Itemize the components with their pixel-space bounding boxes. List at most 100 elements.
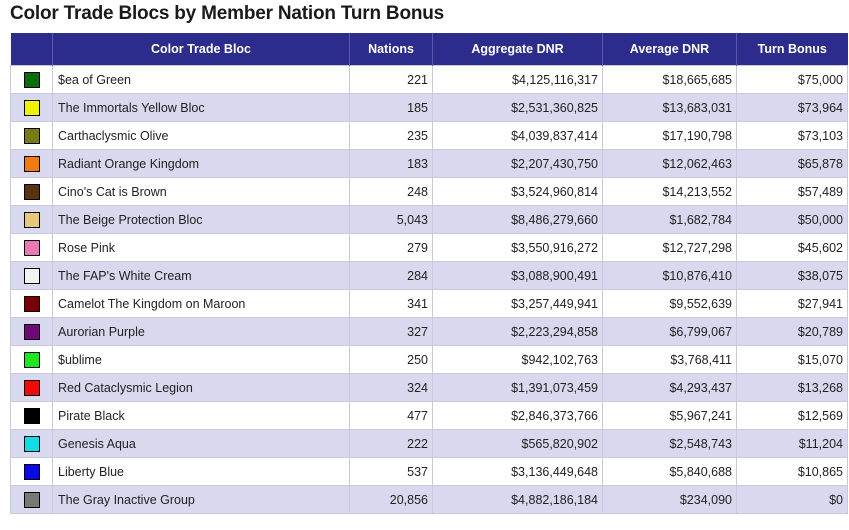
average-dnr: $5,840,688 [602, 457, 737, 486]
average-dnr: $14,213,552 [602, 177, 737, 206]
turn-bonus: $45,602 [736, 233, 848, 262]
color-swatch [23, 239, 40, 256]
bloc-name: $ublime [52, 345, 350, 374]
aggregate-dnr: $8,486,279,660 [432, 205, 603, 234]
table-row: $ea of Green 221 $4,125,116,317 $18,665,685… [10, 65, 848, 94]
nations-count: 324 [349, 373, 433, 402]
average-dnr: $9,552,639 [602, 289, 737, 318]
aggregate-dnr: $3,550,916,272 [432, 233, 603, 262]
average-dnr: $4,293,437 [602, 373, 737, 402]
nations-count: 248 [349, 177, 433, 206]
aggregate-dnr: $2,531,360,825 [432, 93, 603, 122]
turn-bonus: $0 [736, 485, 848, 514]
color-swatch [23, 295, 40, 312]
color-swatch [23, 211, 40, 228]
column-header-swatch [10, 33, 53, 66]
color-swatch-cell [10, 485, 53, 514]
average-dnr: $5,967,241 [602, 401, 737, 430]
average-dnr: $17,190,798 [602, 121, 737, 150]
turn-bonus: $38,075 [736, 261, 848, 290]
table-row: The FAP's White Cream 284 $3,088,900,491 $1… [10, 261, 848, 290]
table-row: Aurorian Purple 327 $2,223,294,858 $6,799,0… [10, 317, 848, 346]
average-dnr: $13,683,031 [602, 93, 737, 122]
color-swatch-cell [10, 317, 53, 346]
turn-bonus: $12,569 [736, 401, 848, 430]
trade-bloc-table: Color Trade Bloc Nations Aggregate DNR A… [10, 33, 848, 514]
aggregate-dnr: $3,136,449,648 [432, 457, 603, 486]
table-row: Radiant Orange Kingdom 183 $2,207,430,750 $… [10, 149, 848, 178]
color-swatch-cell [10, 205, 53, 234]
table-row: The Immortals Yellow Bloc 185 $2,531,360,8… [10, 93, 848, 122]
nations-count: 221 [349, 65, 433, 94]
nations-count: 327 [349, 317, 433, 346]
aggregate-dnr: $1,391,073,459 [432, 373, 603, 402]
bloc-name: The Gray Inactive Group [52, 485, 350, 514]
nations-count: 5,043 [349, 205, 433, 234]
color-swatch [23, 351, 40, 368]
average-dnr: $12,727,298 [602, 233, 737, 262]
table-row: Rose Pink 279 $3,550,916,272 $12,727,298 $45… [10, 233, 848, 262]
column-header-turn-bonus[interactable]: Turn Bonus [736, 33, 848, 66]
table-row: Genesis Aqua 222 $565,820,902 $2,548,743 $11… [10, 429, 848, 458]
bloc-name: Rose Pink [52, 233, 350, 262]
turn-bonus: $15,070 [736, 345, 848, 374]
nations-count: 20,856 [349, 485, 433, 514]
aggregate-dnr: $3,257,449,941 [432, 289, 603, 318]
turn-bonus: $10,865 [736, 457, 848, 486]
average-dnr: $18,665,685 [602, 65, 737, 94]
column-header-nations[interactable]: Nations [349, 33, 433, 66]
color-swatch [23, 491, 40, 508]
bloc-name: Liberty Blue [52, 457, 350, 486]
average-dnr: $2,548,743 [602, 429, 737, 458]
color-swatch [23, 463, 40, 480]
table-header-row: Color Trade Bloc Nations Aggregate DNR A… [10, 33, 848, 66]
aggregate-dnr: $4,882,186,184 [432, 485, 603, 514]
average-dnr: $12,062,463 [602, 149, 737, 178]
color-swatch-cell [10, 457, 53, 486]
turn-bonus: $57,489 [736, 177, 848, 206]
nations-count: 250 [349, 345, 433, 374]
average-dnr: $6,799,067 [602, 317, 737, 346]
aggregate-dnr: $2,223,294,858 [432, 317, 603, 346]
nations-count: 477 [349, 401, 433, 430]
table-row: Pirate Black 477 $2,846,373,766 $5,967,241 $… [10, 401, 848, 430]
bloc-name: Genesis Aqua [52, 429, 350, 458]
color-swatch [23, 267, 40, 284]
bloc-name: The FAP's White Cream [52, 261, 350, 290]
bloc-name: Radiant Orange Kingdom [52, 149, 350, 178]
table-row: Cino's Cat is Brown 248 $3,524,960,814 $14,… [10, 177, 848, 206]
turn-bonus: $13,268 [736, 373, 848, 402]
turn-bonus: $27,941 [736, 289, 848, 318]
turn-bonus: $73,964 [736, 93, 848, 122]
bloc-name: $ea of Green [52, 65, 350, 94]
bloc-name: Red Cataclysmic Legion [52, 373, 350, 402]
table-row: Camelot The Kingdom on Maroon 341 $3,257,4… [10, 289, 848, 318]
column-header-bloc[interactable]: Color Trade Bloc [52, 33, 350, 66]
page-title: Color Trade Blocs by Member Nation Turn … [10, 3, 445, 24]
nations-count: 185 [349, 93, 433, 122]
average-dnr: $10,876,410 [602, 261, 737, 290]
column-header-aggregate-dnr[interactable]: Aggregate DNR [432, 33, 603, 66]
color-swatch-cell [10, 401, 53, 430]
turn-bonus: $20,789 [736, 317, 848, 346]
column-header-average-dnr[interactable]: Average DNR [602, 33, 737, 66]
aggregate-dnr: $2,846,373,766 [432, 401, 603, 430]
color-swatch-cell [10, 93, 53, 122]
color-swatch-cell [10, 149, 53, 178]
aggregate-dnr: $3,088,900,491 [432, 261, 603, 290]
color-swatch [23, 99, 40, 116]
color-swatch [23, 435, 40, 452]
aggregate-dnr: $942,102,763 [432, 345, 603, 374]
color-swatch-cell [10, 65, 53, 94]
table-row: Red Cataclysmic Legion 324 $1,391,073,459 $… [10, 373, 848, 402]
average-dnr: $3,768,411 [602, 345, 737, 374]
bloc-name: Aurorian Purple [52, 317, 350, 346]
color-swatch [23, 71, 40, 88]
table-row: Liberty Blue 537 $3,136,449,648 $5,840,688 $… [10, 457, 848, 486]
color-swatch [23, 379, 40, 396]
bloc-name: Cino's Cat is Brown [52, 177, 350, 206]
color-swatch-cell [10, 121, 53, 150]
nations-count: 284 [349, 261, 433, 290]
nations-count: 537 [349, 457, 433, 486]
aggregate-dnr: $2,207,430,750 [432, 149, 603, 178]
